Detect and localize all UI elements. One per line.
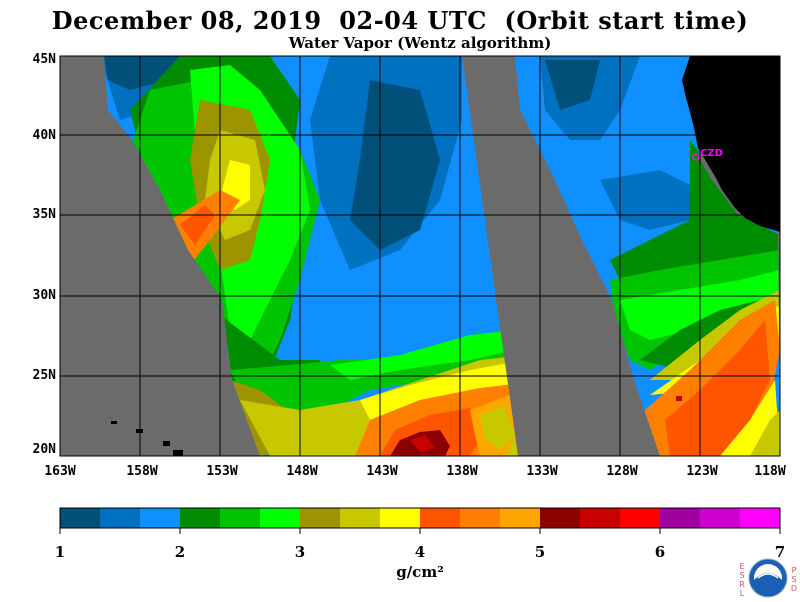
colorbar-swatch [740, 508, 781, 528]
noaa-logo [748, 558, 788, 598]
map-subtitle: Water Vapor (Wentz algorithm) [288, 34, 552, 52]
lon-label-163w: 163W [44, 464, 76, 479]
map-frame [59, 55, 781, 457]
station-label: CZD [700, 148, 723, 159]
colorbar-swatch [260, 508, 301, 528]
colorbar-swatch [100, 508, 141, 528]
lon-label-143w: 143W [366, 464, 398, 479]
colorbar-label-1: 1 [54, 543, 66, 561]
colorbar-swatch [660, 508, 701, 528]
colorbar-swatch [620, 508, 661, 528]
lon-label-118w: 118W [754, 464, 786, 479]
colorbar-swatch [300, 508, 341, 528]
map-title: December 08, 2019 02-04 UTC (Orbit start… [51, 6, 749, 35]
colorbar-swatch [220, 508, 261, 528]
colorbar-swatch [460, 508, 501, 528]
colorbar-swatch [500, 508, 541, 528]
colorbar-swatch [60, 508, 101, 528]
colorbar-swatch [180, 508, 221, 528]
colorbar-swatch [700, 508, 741, 528]
colorbar-swatch [380, 508, 421, 528]
lat-label-35n: 35N [32, 207, 56, 222]
lon-label-138w: 138W [446, 464, 478, 479]
lat-label-45n: 45N [32, 52, 56, 67]
lon-label-133w: 133W [526, 464, 558, 479]
noaa-seal-icon [748, 558, 788, 598]
colorbar-label-7: 7 [774, 543, 786, 561]
station-marker: CZD [692, 148, 723, 161]
lon-label-123w: 123W [686, 464, 718, 479]
colorbar-ticks [59, 528, 781, 534]
lat-label-20n: 20N [32, 442, 56, 457]
colorbar-swatch [580, 508, 621, 528]
colorbar-swatch [340, 508, 381, 528]
north-america-land [682, 56, 780, 232]
colorbar-swatch [540, 508, 581, 528]
colorbar-label-3: 3 [294, 543, 306, 561]
colorbar [59, 507, 781, 529]
colorbar-label-6: 6 [654, 543, 666, 561]
lat-label-30n: 30N [32, 288, 56, 303]
lon-label-128w: 128W [606, 464, 638, 479]
lat-label-40n: 40N [32, 128, 56, 143]
colorbar-label-2: 2 [174, 543, 186, 561]
colorbar-swatch [420, 508, 461, 528]
lon-label-153w: 153W [206, 464, 238, 479]
colorbar-units: g/cm² [396, 563, 444, 581]
lon-label-158w: 158W [126, 464, 158, 479]
lat-lon-grid [60, 56, 780, 456]
colorbar-label-5: 5 [534, 543, 546, 561]
colorbar-label-4: 4 [414, 543, 426, 561]
colorbar-swatch [140, 508, 181, 528]
lat-label-25n: 25N [32, 368, 56, 383]
lon-label-148w: 148W [286, 464, 318, 479]
